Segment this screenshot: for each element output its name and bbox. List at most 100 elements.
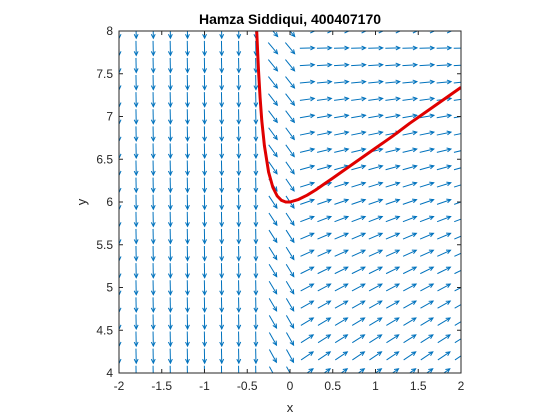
field-arrow: [443, 368, 451, 373]
field-arrow: [236, 331, 242, 348]
field-arrow: [236, 40, 242, 57]
y-tick-label: 7: [106, 110, 113, 124]
field-arrow: [403, 300, 418, 309]
field-arrow: [133, 314, 139, 331]
field-arrow: [167, 92, 173, 108]
field-arrow: [202, 263, 207, 279]
field-arrow: [167, 263, 173, 279]
field-arrow: [299, 130, 316, 136]
field-arrow: [268, 332, 278, 347]
field-arrow: [236, 211, 242, 228]
field-arrow: [167, 280, 173, 296]
field-arrow: [236, 194, 242, 211]
field-arrow: [402, 232, 418, 240]
field-arrow: [436, 79, 453, 85]
solution-curve: [255, 31, 461, 204]
field-arrow: [202, 75, 207, 91]
field-arrow: [316, 130, 333, 136]
field-arrow: [150, 194, 156, 211]
field-arrow: [236, 280, 242, 296]
field-arrow: [150, 92, 156, 108]
field-arrow: [368, 113, 384, 119]
field-arrow: [374, 368, 383, 373]
field-arrow: [150, 297, 156, 314]
field-arrow: [419, 113, 436, 119]
field-arrow: [219, 160, 225, 177]
field-arrow: [236, 92, 242, 108]
field-arrow: [386, 334, 400, 344]
field-arrow: [133, 40, 139, 57]
field-arrow: [351, 96, 367, 102]
field-arrow: [268, 315, 278, 329]
field-arrow: [300, 249, 315, 257]
field-arrow: [219, 92, 225, 108]
field-arrow: [300, 266, 315, 275]
field-arrow: [253, 228, 259, 245]
field-arrow: [368, 96, 384, 102]
field-arrow: [334, 317, 349, 326]
y-tick-label: 4: [106, 366, 113, 380]
field-arrow: [419, 62, 436, 68]
field-arrow: [268, 212, 278, 227]
field-arrow: [299, 147, 316, 153]
field-arrow: [133, 331, 139, 348]
field-arrow: [385, 45, 402, 51]
field-arrow: [167, 211, 173, 228]
field-arrow: [419, 232, 435, 240]
field-arrow: [385, 249, 401, 257]
field-arrow: [368, 45, 384, 51]
field-arrow: [133, 160, 139, 177]
field-arrow: [351, 181, 367, 188]
field-arrow: [285, 76, 296, 89]
field-arrow: [334, 130, 350, 136]
field-arrow: [150, 143, 156, 160]
field-arrow: [299, 164, 316, 171]
field-arrow: [167, 126, 173, 143]
field-arrow: [253, 280, 259, 296]
field-arrow: [402, 113, 418, 119]
field-arrow: [352, 334, 366, 344]
field-arrow: [436, 147, 453, 153]
field-arrow: [436, 113, 453, 119]
field-arrow: [300, 334, 315, 344]
field-arrow: [185, 57, 190, 74]
field-arrow: [253, 314, 259, 331]
field-arrow: [351, 232, 367, 240]
field-arrow: [385, 266, 401, 275]
field-arrow: [285, 144, 295, 158]
y-tick-label: 5: [106, 281, 113, 295]
field-arrow: [135, 365, 137, 373]
chart-title: Hamza Siddiqui, 400407170: [199, 11, 381, 27]
field-arrow: [437, 232, 452, 240]
field-arrow: [334, 283, 349, 292]
field-arrow: [185, 246, 190, 262]
field-arrow: [167, 177, 173, 194]
solution-curve-layer: [255, 31, 461, 204]
field-arrow: [202, 280, 207, 296]
field-arrow: [419, 215, 435, 223]
field-arrow: [185, 211, 190, 228]
field-arrow: [368, 283, 383, 292]
field-arrow: [268, 263, 278, 278]
field-arrow: [185, 75, 190, 91]
field-arrow: [253, 92, 259, 108]
field-arrow: [351, 198, 367, 205]
field-arrow: [268, 298, 278, 312]
field-arrow: [185, 194, 190, 211]
field-arrow: [236, 246, 242, 262]
field-arrow: [150, 314, 156, 331]
field-arrow: [253, 194, 259, 211]
field-arrow: [408, 368, 417, 373]
field-arrow: [317, 317, 332, 326]
field-arrow: [185, 177, 190, 194]
field-arrow: [268, 76, 279, 89]
field-arrow: [300, 283, 315, 292]
field-arrow: [253, 109, 259, 125]
field-arrow: [167, 194, 173, 211]
field-arrow: [317, 300, 332, 309]
field-arrow: [391, 368, 400, 373]
field-arrow: [253, 177, 259, 194]
field-arrow: [285, 59, 296, 72]
x-tick-label: 1: [372, 379, 379, 393]
